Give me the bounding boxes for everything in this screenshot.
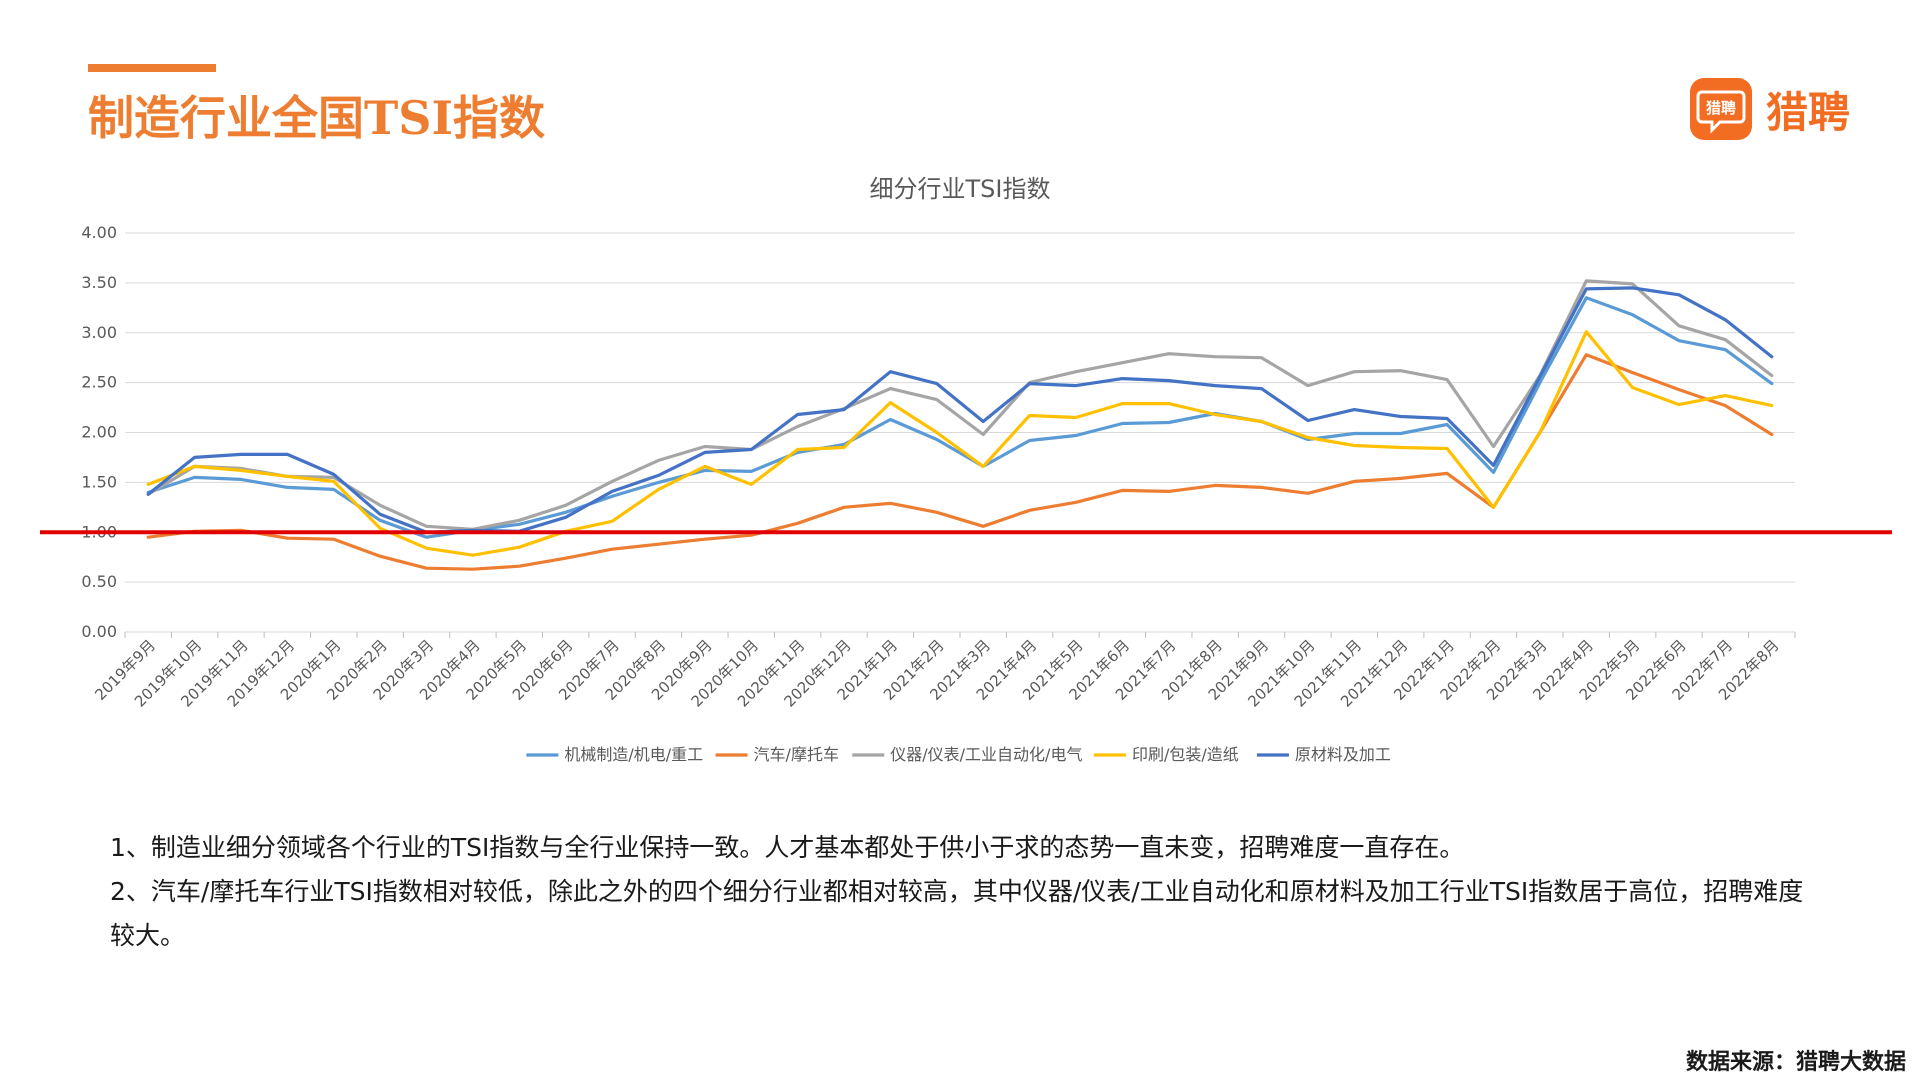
note-1: 1、制造业细分领域各个行业的TSI指数与全行业保持一致。人才基本都处于供小于求的… [110, 833, 1465, 862]
y-tick-label: 2.00 [81, 423, 117, 442]
y-tick-label: 0.00 [81, 622, 117, 641]
title-accent-bar [88, 64, 216, 72]
legend-label-4: 印刷/包装/造纸 [1132, 745, 1239, 764]
y-tick-label: 1.50 [81, 472, 117, 491]
series-line-5 [146, 286, 1774, 534]
y-tick-label: 2.50 [81, 373, 117, 392]
series-line-4 [146, 330, 1774, 557]
data-source: 数据来源：猎聘大数据 [1685, 1050, 1906, 1075]
note-2: 2、汽车/摩托车行业TSI指数相对较低，除此之外的四个细分行业都相对较高，其中仪… [110, 877, 1804, 950]
liepin-logo-icon: 猎聘 [1690, 78, 1752, 140]
series-line-3 [146, 279, 1774, 531]
logo-icon-text: 猎聘 [1706, 99, 1736, 117]
notes-block: 1、制造业细分领域各个行业的TSI指数与全行业保持一致。人才基本都处于供小于求的… [110, 826, 1810, 958]
y-tick-label: 3.50 [81, 273, 117, 292]
chart-title: 细分行业TSI指数 [870, 175, 1051, 203]
legend-label-3: 仪器/仪表/工业自动化/电气 [890, 745, 1082, 764]
page-title: 制造行业全国TSI指数 [88, 91, 545, 145]
brand-logo: 猎聘 猎聘 [1690, 78, 1850, 140]
legend-label-1: 机械制造/机电/重工 [564, 745, 703, 764]
speech-bubble-icon: 猎聘 [1696, 90, 1746, 134]
y-tick-label: 4.00 [81, 223, 117, 242]
y-tick-label: 3.00 [81, 323, 117, 342]
tsi-line-chart: 细分行业TSI指数0.000.501.001.502.002.503.003.5… [40, 175, 1892, 764]
y-tick-label: 0.50 [81, 572, 117, 591]
chart-container: 细分行业TSI指数0.000.501.001.502.002.503.003.5… [0, 150, 1920, 790]
legend-label-5: 原材料及加工 [1295, 745, 1391, 764]
logo-text: 猎聘 [1766, 87, 1851, 137]
series-line-2 [146, 353, 1774, 571]
legend-label-2: 汽车/摩托车 [754, 745, 839, 764]
series-line-1 [146, 296, 1774, 539]
